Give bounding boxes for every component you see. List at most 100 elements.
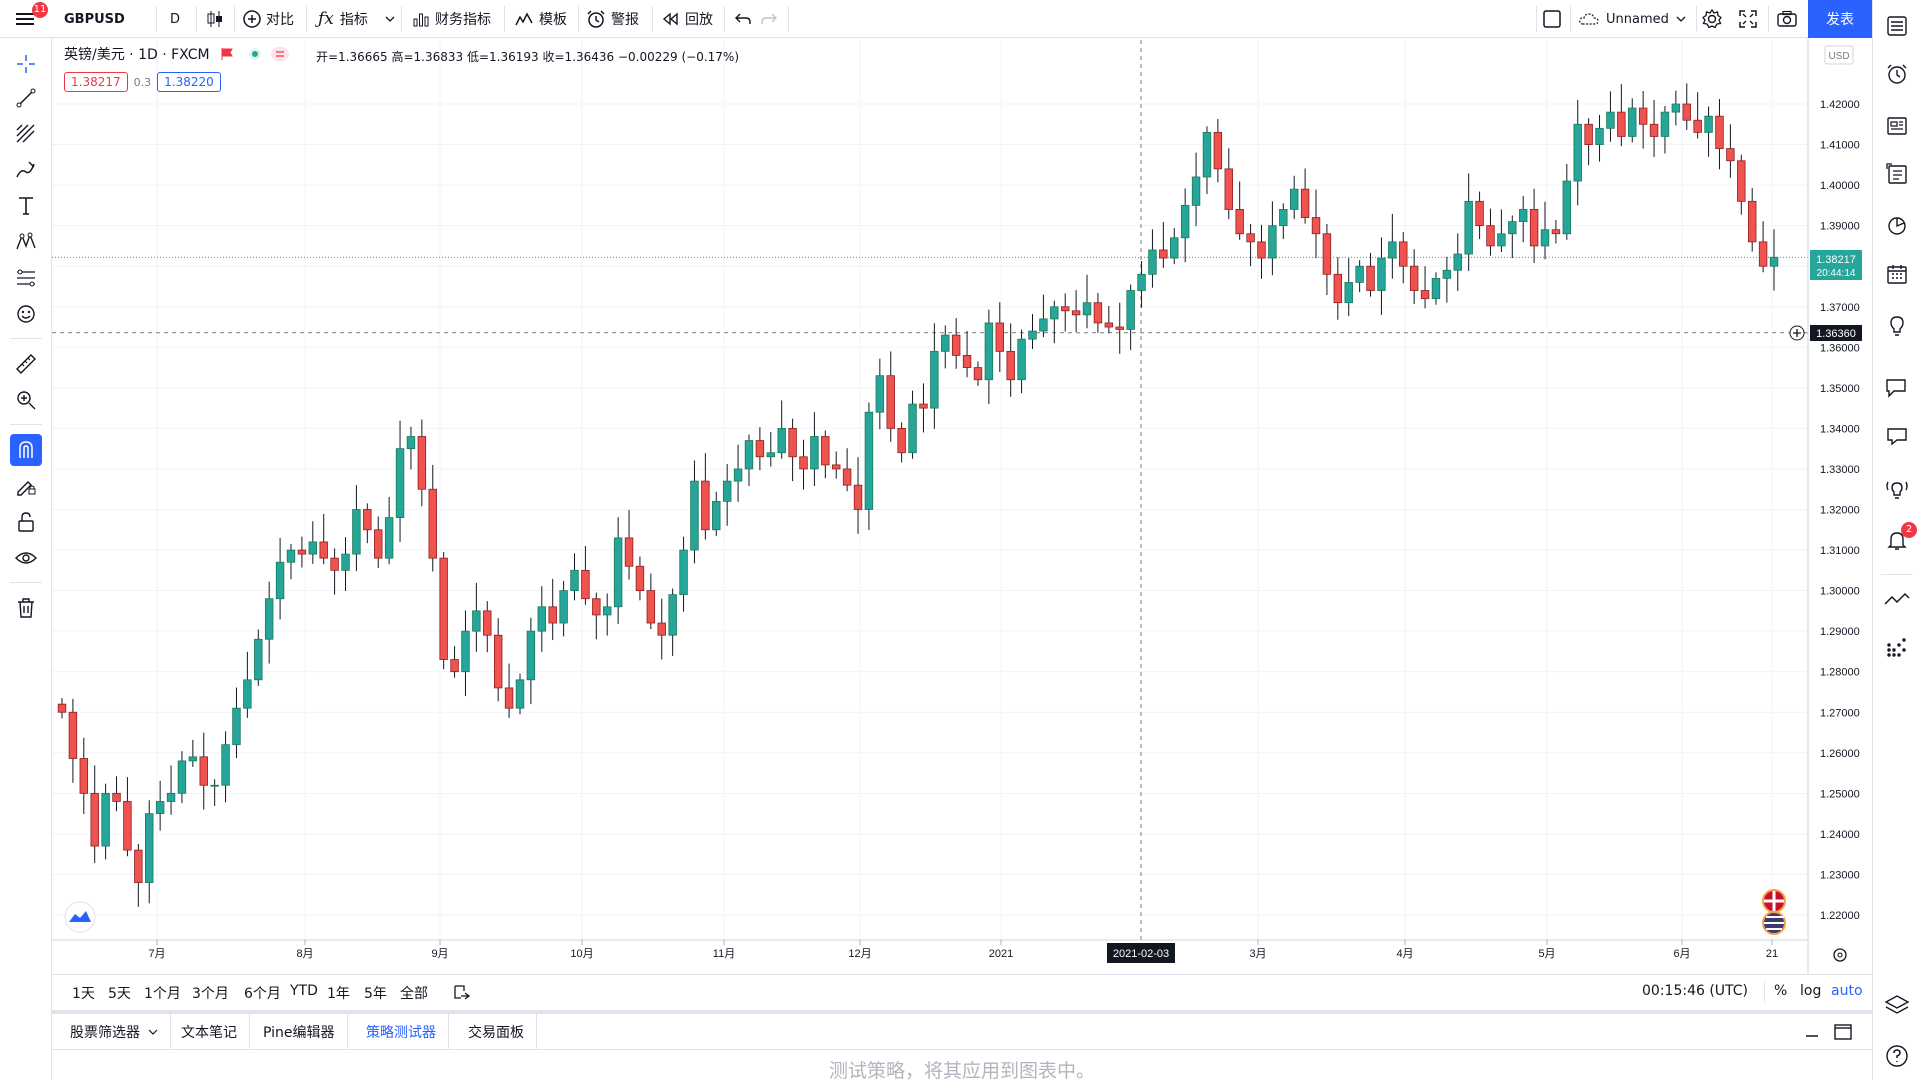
range-button[interactable]: YTD [290,983,318,999]
candle [1180,188,1190,263]
indicators-button[interactable]: ƒx 指标 [318,0,368,38]
undo-button[interactable] [734,0,752,38]
crosshair-tool[interactable] [10,48,42,80]
financials-button[interactable]: 财务指标 [412,0,491,38]
fullscreen-layout-button[interactable] [1542,0,1562,38]
tab-trading-panel[interactable]: 交易面板 [456,1014,537,1050]
zoom-tool[interactable] [10,384,42,416]
minimize-panel-button[interactable] [1804,1014,1820,1050]
compare-button[interactable]: 对比 [242,0,294,38]
menu-button[interactable]: 11 [14,0,48,38]
candle [1322,224,1332,295]
tab-text-notes[interactable]: 文本笔记 [169,1014,250,1050]
price-tick: 1.30000 [1820,586,1860,598]
layout-name-button[interactable]: Unnamed [1578,0,1687,38]
price-axis[interactable]: 1.420001.410001.400001.390001.380001.370… [1820,99,1860,922]
symbol-search[interactable]: GBPUSD [64,11,125,27]
brush-tool[interactable] [10,154,42,186]
streams-button[interactable] [1881,420,1913,452]
help-button[interactable] [1881,1040,1913,1072]
range-button[interactable]: 5天 [108,986,131,1002]
bulb-signal-icon [1886,481,1908,499]
measure-tool[interactable] [10,348,42,380]
range-button[interactable]: 3个月 [192,986,229,1002]
range-button[interactable]: 1天 [72,986,95,1002]
replay-button[interactable]: 回放 [662,0,713,38]
watchlist-button[interactable] [1881,10,1913,42]
lock-drawings-tool[interactable] [10,506,42,538]
layout-name: Unnamed [1606,11,1669,27]
percent-toggle[interactable]: % [1774,983,1788,999]
icon-tool[interactable] [10,298,42,330]
price-chart[interactable]: 1.420001.410001.400001.390001.380001.370… [0,0,1872,975]
magnet-tool[interactable] [10,434,42,466]
range-button[interactable]: 6个月 [244,986,281,1002]
chart-type-button[interactable] [206,0,224,38]
buy-button[interactable]: 1.38220 [157,72,221,92]
prediction-tool[interactable] [10,262,42,294]
maximize-panel-button[interactable] [1834,1014,1852,1050]
symbol-title[interactable]: 英镑/美元 · 1D · FXCM [64,47,210,63]
alert-button[interactable]: 警报 [586,0,639,38]
fullscreen-button[interactable] [1738,0,1758,38]
tab-stock-screener[interactable]: 股票筛选器 [58,1014,171,1050]
calendar-button[interactable] [1881,258,1913,290]
data-window-button[interactable] [1881,158,1913,190]
alerts-button[interactable] [1881,58,1913,90]
drawing-toolbar [0,38,52,1080]
news-button[interactable] [1881,110,1913,142]
candle [1529,188,1539,263]
publish-button[interactable]: 发表 [1808,0,1872,38]
text-tool[interactable] [10,190,42,222]
trendline-tool[interactable] [10,82,42,114]
notifications-button[interactable]: 2 [1881,522,1917,556]
log-toggle[interactable]: log [1800,983,1822,999]
timezone-settings-gear-icon[interactable] [1833,948,1847,962]
candle [1093,292,1103,333]
snapshot-button[interactable] [1776,0,1798,38]
time-axis[interactable]: 7月 8月 9月 10月 11月 12月 2021 3月 4月 5月 6月 21 [148,940,1778,960]
chats-button[interactable] [1881,372,1913,404]
chart-legend[interactable]: 英镑/美元 · 1D · FXCM [64,44,290,64]
tab-pine-editor[interactable]: Pine编辑器 [251,1014,348,1050]
tab-label: 交易面板 [468,1025,524,1041]
tab-strategy-tester[interactable]: 策略测试器 [354,1014,449,1050]
pattern-icon [16,232,36,250]
templates-button[interactable]: 模板 [514,0,567,38]
time-tick: 12月 [848,948,871,960]
auto-toggle[interactable]: auto [1831,983,1863,999]
candle [712,491,721,536]
tab-label: 文本笔记 [181,1025,237,1041]
candle [286,543,296,580]
indicators-dropdown[interactable] [384,0,396,38]
hotlist-button[interactable] [1881,210,1913,242]
help-ideas-button[interactable] [1881,474,1913,506]
goto-date-button[interactable] [452,983,472,1005]
candle [439,552,448,670]
candle [1682,83,1691,130]
utc-clock[interactable]: 00:15:46 (UTC) [1642,983,1749,999]
hide-drawings-tool[interactable] [10,542,42,574]
price-tick: 1.29000 [1820,626,1860,638]
tradingview-logo-icon[interactable] [64,901,96,933]
redo-button[interactable] [760,0,778,38]
fib-tool[interactable] [10,118,42,150]
stay-in-drawing-tool[interactable] [10,470,42,502]
range-button[interactable]: 5年 [364,986,387,1002]
range-button[interactable]: 1个月 [144,986,181,1002]
candle [363,503,372,544]
ideas-button[interactable] [1881,310,1913,342]
range-button[interactable]: 全部 [400,986,428,1002]
candle [297,536,307,568]
range-button[interactable]: 1年 [327,986,350,1002]
layers-button[interactable] [1881,990,1913,1022]
object-tree-button[interactable] [1881,584,1913,616]
interval-button[interactable]: D [170,11,181,27]
remove-drawings-tool[interactable] [10,592,42,624]
candle [450,646,459,678]
settings-button[interactable] [1701,0,1723,38]
pattern-tool[interactable] [10,226,42,258]
price-tick: 1.36000 [1820,342,1860,354]
dom-button[interactable] [1881,632,1913,664]
sell-button[interactable]: 1.38217 [64,72,128,92]
